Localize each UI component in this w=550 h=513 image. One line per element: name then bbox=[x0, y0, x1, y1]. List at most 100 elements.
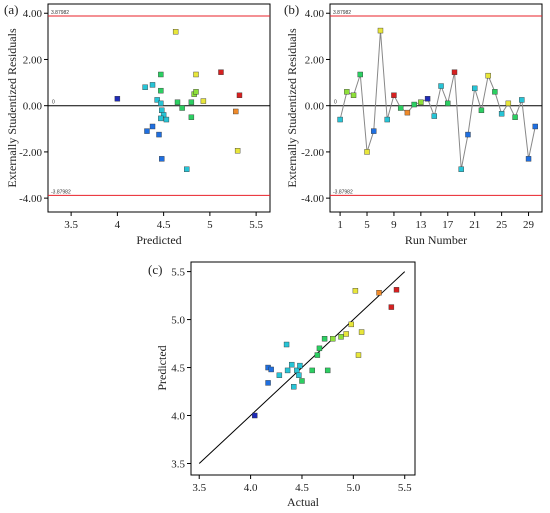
data-point bbox=[324, 367, 331, 374]
data-point bbox=[158, 87, 164, 94]
data-point bbox=[268, 366, 274, 373]
data-point bbox=[478, 107, 485, 114]
data-point bbox=[158, 115, 164, 122]
data-point bbox=[154, 97, 160, 103]
panel-a-residuals-vs-predicted: (a) 3.87982 -3.87982 0 3.5 4 4.5 5 5.5 -4.00 -2… bbox=[4, 2, 271, 247]
data-point bbox=[276, 372, 283, 378]
data-point bbox=[179, 105, 185, 111]
data-point bbox=[384, 116, 390, 123]
data-point bbox=[445, 100, 451, 107]
data-point bbox=[144, 128, 150, 134]
data-point bbox=[451, 69, 458, 75]
x-tick-label: 17 bbox=[442, 219, 454, 231]
data-point bbox=[188, 114, 195, 120]
data-point bbox=[156, 131, 162, 138]
x-tick-label: 5.5 bbox=[249, 219, 263, 231]
data-point bbox=[465, 131, 471, 138]
x-tick-label: 5.0 bbox=[346, 482, 360, 494]
panel-a-x-axis-label: Predicted bbox=[136, 233, 181, 247]
y-tick-label: 4.5 bbox=[171, 363, 185, 375]
data-point bbox=[505, 100, 512, 107]
data-point bbox=[343, 331, 349, 337]
data-point bbox=[458, 166, 464, 172]
x-tick-label: 29 bbox=[523, 219, 535, 231]
data-point bbox=[160, 112, 167, 118]
panel-b-plot-frame bbox=[329, 3, 543, 213]
panel-b-x-ticks: 1 5 9 13 17 21 25 29 bbox=[337, 212, 535, 231]
data-point bbox=[172, 29, 179, 35]
panel-a-plot-frame bbox=[47, 3, 271, 213]
x-tick-label: 5.5 bbox=[398, 482, 412, 494]
limit-label: -3.87982 bbox=[51, 189, 71, 195]
x-tick-label: 1 bbox=[337, 219, 343, 231]
x-tick-label: 5 bbox=[364, 219, 370, 231]
data-point bbox=[431, 113, 438, 119]
x-tick-label: 4.5 bbox=[157, 219, 171, 231]
y-tick-label: 0.00 bbox=[305, 101, 325, 113]
y-tick-label: -4.00 bbox=[19, 193, 42, 205]
data-point bbox=[294, 367, 300, 374]
data-point bbox=[236, 92, 243, 98]
data-point bbox=[519, 97, 525, 103]
data-point bbox=[234, 148, 241, 154]
y-tick-label: 2.00 bbox=[305, 54, 325, 66]
limit-label: 3.87982 bbox=[51, 10, 69, 16]
data-point bbox=[158, 100, 164, 107]
panel-b-x-axis-label: Run Number bbox=[405, 233, 467, 247]
data-point bbox=[438, 83, 444, 89]
x-tick-label: 13 bbox=[415, 219, 427, 231]
data-point bbox=[159, 156, 165, 162]
panel-c-plot-frame bbox=[190, 261, 416, 476]
panel-b-residuals-vs-run: (b) 3.87982 -3.87982 0 1 5 9 13 17 21 25 29 -4.00… bbox=[284, 2, 543, 247]
y-tick-label: -2.00 bbox=[19, 147, 42, 159]
y-tick-label: 0.00 bbox=[23, 101, 43, 113]
y-tick-label: -4.00 bbox=[301, 193, 324, 205]
data-point bbox=[184, 166, 190, 172]
panel-c-predicted-vs-actual: (c) 3.5 4.0 4.5 5.0 5.5 3.5 4.0 4.5 5.0 5.5 Actu… bbox=[148, 261, 416, 509]
y-tick-label: 4.0 bbox=[171, 411, 185, 423]
data-point bbox=[158, 71, 164, 78]
data-point bbox=[338, 334, 344, 340]
panel-c-x-axis-label: Actual bbox=[287, 495, 320, 509]
data-point bbox=[388, 304, 395, 310]
data-point bbox=[218, 69, 224, 75]
x-tick-label: 3.5 bbox=[192, 482, 206, 494]
panel-b-y-axis-label: Externally Studentized Residuals bbox=[285, 28, 299, 188]
data-point bbox=[498, 111, 505, 117]
y-tick-label: 5.5 bbox=[171, 267, 185, 279]
y-tick-label: 3.5 bbox=[171, 458, 185, 470]
x-tick-label: 25 bbox=[496, 219, 508, 231]
panel-a-y-ticks: -4.00 -2.00 0.00 2.00 4.00 bbox=[19, 8, 48, 205]
panel-a-y-axis-label: Externally Studentized Residuals bbox=[5, 28, 19, 188]
panel-a-label: (a) bbox=[4, 2, 18, 17]
data-point bbox=[188, 99, 195, 105]
data-point bbox=[371, 128, 377, 134]
x-tick-label: 5 bbox=[207, 219, 213, 231]
x-tick-label: 3.5 bbox=[64, 219, 78, 231]
y-tick-label: 4.00 bbox=[23, 8, 43, 20]
data-point bbox=[348, 321, 354, 328]
panel-c-y-axis-label: Predicted bbox=[155, 345, 169, 390]
data-point bbox=[344, 89, 350, 95]
data-point bbox=[532, 123, 538, 130]
data-point bbox=[512, 114, 518, 120]
data-point bbox=[471, 85, 478, 92]
data-point bbox=[393, 287, 400, 293]
data-point bbox=[492, 89, 498, 95]
data-point bbox=[352, 288, 359, 294]
x-tick-label: 21 bbox=[469, 219, 480, 231]
y-tick-label: -2.00 bbox=[301, 147, 324, 159]
data-point bbox=[355, 352, 362, 358]
data-point bbox=[291, 384, 297, 390]
data-point bbox=[314, 352, 321, 358]
data-point bbox=[357, 71, 363, 78]
panel-c-y-ticks: 3.5 4.0 4.5 5.0 5.5 bbox=[171, 267, 191, 470]
data-point bbox=[193, 71, 199, 78]
x-tick-label: 9 bbox=[391, 219, 397, 231]
data-point bbox=[424, 96, 431, 102]
panel-b-points bbox=[337, 27, 538, 172]
data-point bbox=[114, 96, 121, 102]
zero-label: 0 bbox=[52, 100, 55, 106]
data-point bbox=[299, 378, 305, 384]
